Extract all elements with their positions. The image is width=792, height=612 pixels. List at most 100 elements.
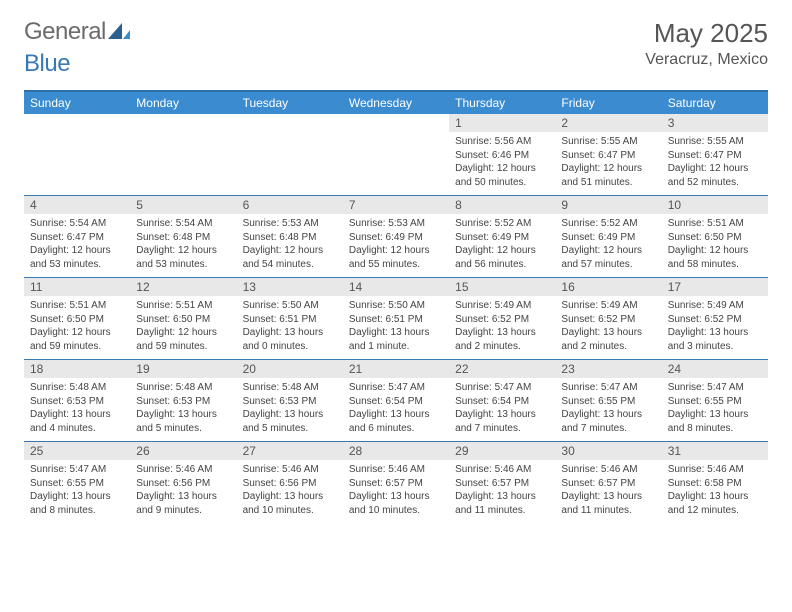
day-body: Sunrise: 5:49 AMSunset: 6:52 PMDaylight:… [555, 296, 661, 353]
sunrise-line: Sunrise: 5:55 AM [561, 135, 655, 149]
day-body: Sunrise: 5:54 AMSunset: 6:47 PMDaylight:… [24, 214, 130, 271]
day-body: Sunrise: 5:47 AMSunset: 6:55 PMDaylight:… [24, 460, 130, 517]
day-cell-empty [24, 114, 130, 195]
daylight-line: Daylight: 13 hours and 10 minutes. [243, 490, 337, 517]
sunset-line: Sunset: 6:51 PM [243, 313, 337, 327]
daylight-line: Daylight: 12 hours and 59 minutes. [136, 326, 230, 353]
day-body: Sunrise: 5:54 AMSunset: 6:48 PMDaylight:… [130, 214, 236, 271]
day-cell-empty [130, 114, 236, 195]
day-number: 24 [662, 360, 768, 378]
sunset-line: Sunset: 6:52 PM [668, 313, 762, 327]
sunrise-line: Sunrise: 5:46 AM [349, 463, 443, 477]
day-number: 13 [237, 278, 343, 296]
day-cell: 16Sunrise: 5:49 AMSunset: 6:52 PMDayligh… [555, 278, 661, 359]
day-cell: 12Sunrise: 5:51 AMSunset: 6:50 PMDayligh… [130, 278, 236, 359]
daylight-line: Daylight: 13 hours and 3 minutes. [668, 326, 762, 353]
daylight-line: Daylight: 13 hours and 2 minutes. [455, 326, 549, 353]
daylight-line: Daylight: 12 hours and 59 minutes. [30, 326, 124, 353]
sunrise-line: Sunrise: 5:46 AM [243, 463, 337, 477]
day-cell: 29Sunrise: 5:46 AMSunset: 6:57 PMDayligh… [449, 442, 555, 523]
sunrise-line: Sunrise: 5:47 AM [30, 463, 124, 477]
day-cell: 13Sunrise: 5:50 AMSunset: 6:51 PMDayligh… [237, 278, 343, 359]
day-cell: 3Sunrise: 5:55 AMSunset: 6:47 PMDaylight… [662, 114, 768, 195]
day-cell: 4Sunrise: 5:54 AMSunset: 6:47 PMDaylight… [24, 196, 130, 277]
calendar-grid: SundayMondayTuesdayWednesdayThursdayFrid… [24, 90, 768, 523]
day-number: 27 [237, 442, 343, 460]
day-body: Sunrise: 5:46 AMSunset: 6:58 PMDaylight:… [662, 460, 768, 517]
sunset-line: Sunset: 6:53 PM [243, 395, 337, 409]
week-row: 4Sunrise: 5:54 AMSunset: 6:47 PMDaylight… [24, 196, 768, 278]
sunrise-line: Sunrise: 5:49 AM [668, 299, 762, 313]
sunset-line: Sunset: 6:53 PM [136, 395, 230, 409]
sunset-line: Sunset: 6:52 PM [455, 313, 549, 327]
day-cell: 11Sunrise: 5:51 AMSunset: 6:50 PMDayligh… [24, 278, 130, 359]
daylight-line: Daylight: 13 hours and 1 minute. [349, 326, 443, 353]
day-cell: 2Sunrise: 5:55 AMSunset: 6:47 PMDaylight… [555, 114, 661, 195]
day-cell: 10Sunrise: 5:51 AMSunset: 6:50 PMDayligh… [662, 196, 768, 277]
month-title: May 2025 [645, 18, 768, 49]
day-cell: 1Sunrise: 5:56 AMSunset: 6:46 PMDaylight… [449, 114, 555, 195]
sunrise-line: Sunrise: 5:50 AM [349, 299, 443, 313]
daylight-line: Daylight: 13 hours and 5 minutes. [243, 408, 337, 435]
day-body: Sunrise: 5:53 AMSunset: 6:48 PMDaylight:… [237, 214, 343, 271]
daylight-line: Daylight: 13 hours and 0 minutes. [243, 326, 337, 353]
day-cell-empty [343, 114, 449, 195]
day-number: 9 [555, 196, 661, 214]
day-body: Sunrise: 5:56 AMSunset: 6:46 PMDaylight:… [449, 132, 555, 189]
day-body: Sunrise: 5:46 AMSunset: 6:57 PMDaylight:… [449, 460, 555, 517]
day-number: 31 [662, 442, 768, 460]
sunrise-line: Sunrise: 5:55 AM [668, 135, 762, 149]
day-number: 20 [237, 360, 343, 378]
daylight-line: Daylight: 13 hours and 6 minutes. [349, 408, 443, 435]
weekday-header: Sunday [24, 92, 130, 114]
sunrise-line: Sunrise: 5:48 AM [243, 381, 337, 395]
sail-icon [108, 18, 130, 46]
sunset-line: Sunset: 6:49 PM [455, 231, 549, 245]
day-cell: 14Sunrise: 5:50 AMSunset: 6:51 PMDayligh… [343, 278, 449, 359]
day-number: 2 [555, 114, 661, 132]
sunset-line: Sunset: 6:57 PM [561, 477, 655, 491]
week-row: 25Sunrise: 5:47 AMSunset: 6:55 PMDayligh… [24, 442, 768, 523]
sunrise-line: Sunrise: 5:48 AM [30, 381, 124, 395]
sunset-line: Sunset: 6:54 PM [455, 395, 549, 409]
daylight-line: Daylight: 12 hours and 56 minutes. [455, 244, 549, 271]
day-cell: 9Sunrise: 5:52 AMSunset: 6:49 PMDaylight… [555, 196, 661, 277]
day-body: Sunrise: 5:52 AMSunset: 6:49 PMDaylight:… [555, 214, 661, 271]
daylight-line: Daylight: 13 hours and 12 minutes. [668, 490, 762, 517]
sunrise-line: Sunrise: 5:52 AM [455, 217, 549, 231]
sunrise-line: Sunrise: 5:54 AM [30, 217, 124, 231]
day-cell: 30Sunrise: 5:46 AMSunset: 6:57 PMDayligh… [555, 442, 661, 523]
day-number: 6 [237, 196, 343, 214]
day-cell: 19Sunrise: 5:48 AMSunset: 6:53 PMDayligh… [130, 360, 236, 441]
day-body: Sunrise: 5:48 AMSunset: 6:53 PMDaylight:… [24, 378, 130, 435]
day-number: 19 [130, 360, 236, 378]
day-number: 8 [449, 196, 555, 214]
day-body: Sunrise: 5:47 AMSunset: 6:54 PMDaylight:… [449, 378, 555, 435]
day-cell: 28Sunrise: 5:46 AMSunset: 6:57 PMDayligh… [343, 442, 449, 523]
sunset-line: Sunset: 6:58 PM [668, 477, 762, 491]
sunrise-line: Sunrise: 5:48 AM [136, 381, 230, 395]
sunset-line: Sunset: 6:55 PM [668, 395, 762, 409]
day-number [130, 114, 236, 132]
daylight-line: Daylight: 12 hours and 51 minutes. [561, 162, 655, 189]
sunset-line: Sunset: 6:49 PM [349, 231, 443, 245]
day-body: Sunrise: 5:50 AMSunset: 6:51 PMDaylight:… [237, 296, 343, 353]
day-number: 1 [449, 114, 555, 132]
day-body: Sunrise: 5:50 AMSunset: 6:51 PMDaylight:… [343, 296, 449, 353]
day-body: Sunrise: 5:51 AMSunset: 6:50 PMDaylight:… [662, 214, 768, 271]
day-cell: 25Sunrise: 5:47 AMSunset: 6:55 PMDayligh… [24, 442, 130, 523]
day-body: Sunrise: 5:48 AMSunset: 6:53 PMDaylight:… [130, 378, 236, 435]
sunset-line: Sunset: 6:47 PM [668, 149, 762, 163]
day-cell: 27Sunrise: 5:46 AMSunset: 6:56 PMDayligh… [237, 442, 343, 523]
day-number: 16 [555, 278, 661, 296]
daylight-line: Daylight: 12 hours and 50 minutes. [455, 162, 549, 189]
sunrise-line: Sunrise: 5:47 AM [349, 381, 443, 395]
sunset-line: Sunset: 6:57 PM [455, 477, 549, 491]
day-body: Sunrise: 5:55 AMSunset: 6:47 PMDaylight:… [662, 132, 768, 189]
weekday-header: Thursday [449, 92, 555, 114]
title-block: May 2025 Veracruz, Mexico [645, 18, 768, 69]
day-cell: 5Sunrise: 5:54 AMSunset: 6:48 PMDaylight… [130, 196, 236, 277]
sunset-line: Sunset: 6:56 PM [136, 477, 230, 491]
daylight-line: Daylight: 12 hours and 58 minutes. [668, 244, 762, 271]
day-cell: 20 Sunrise: 5:48 AMSunset: 6:53 PMDayligh… [237, 360, 343, 441]
